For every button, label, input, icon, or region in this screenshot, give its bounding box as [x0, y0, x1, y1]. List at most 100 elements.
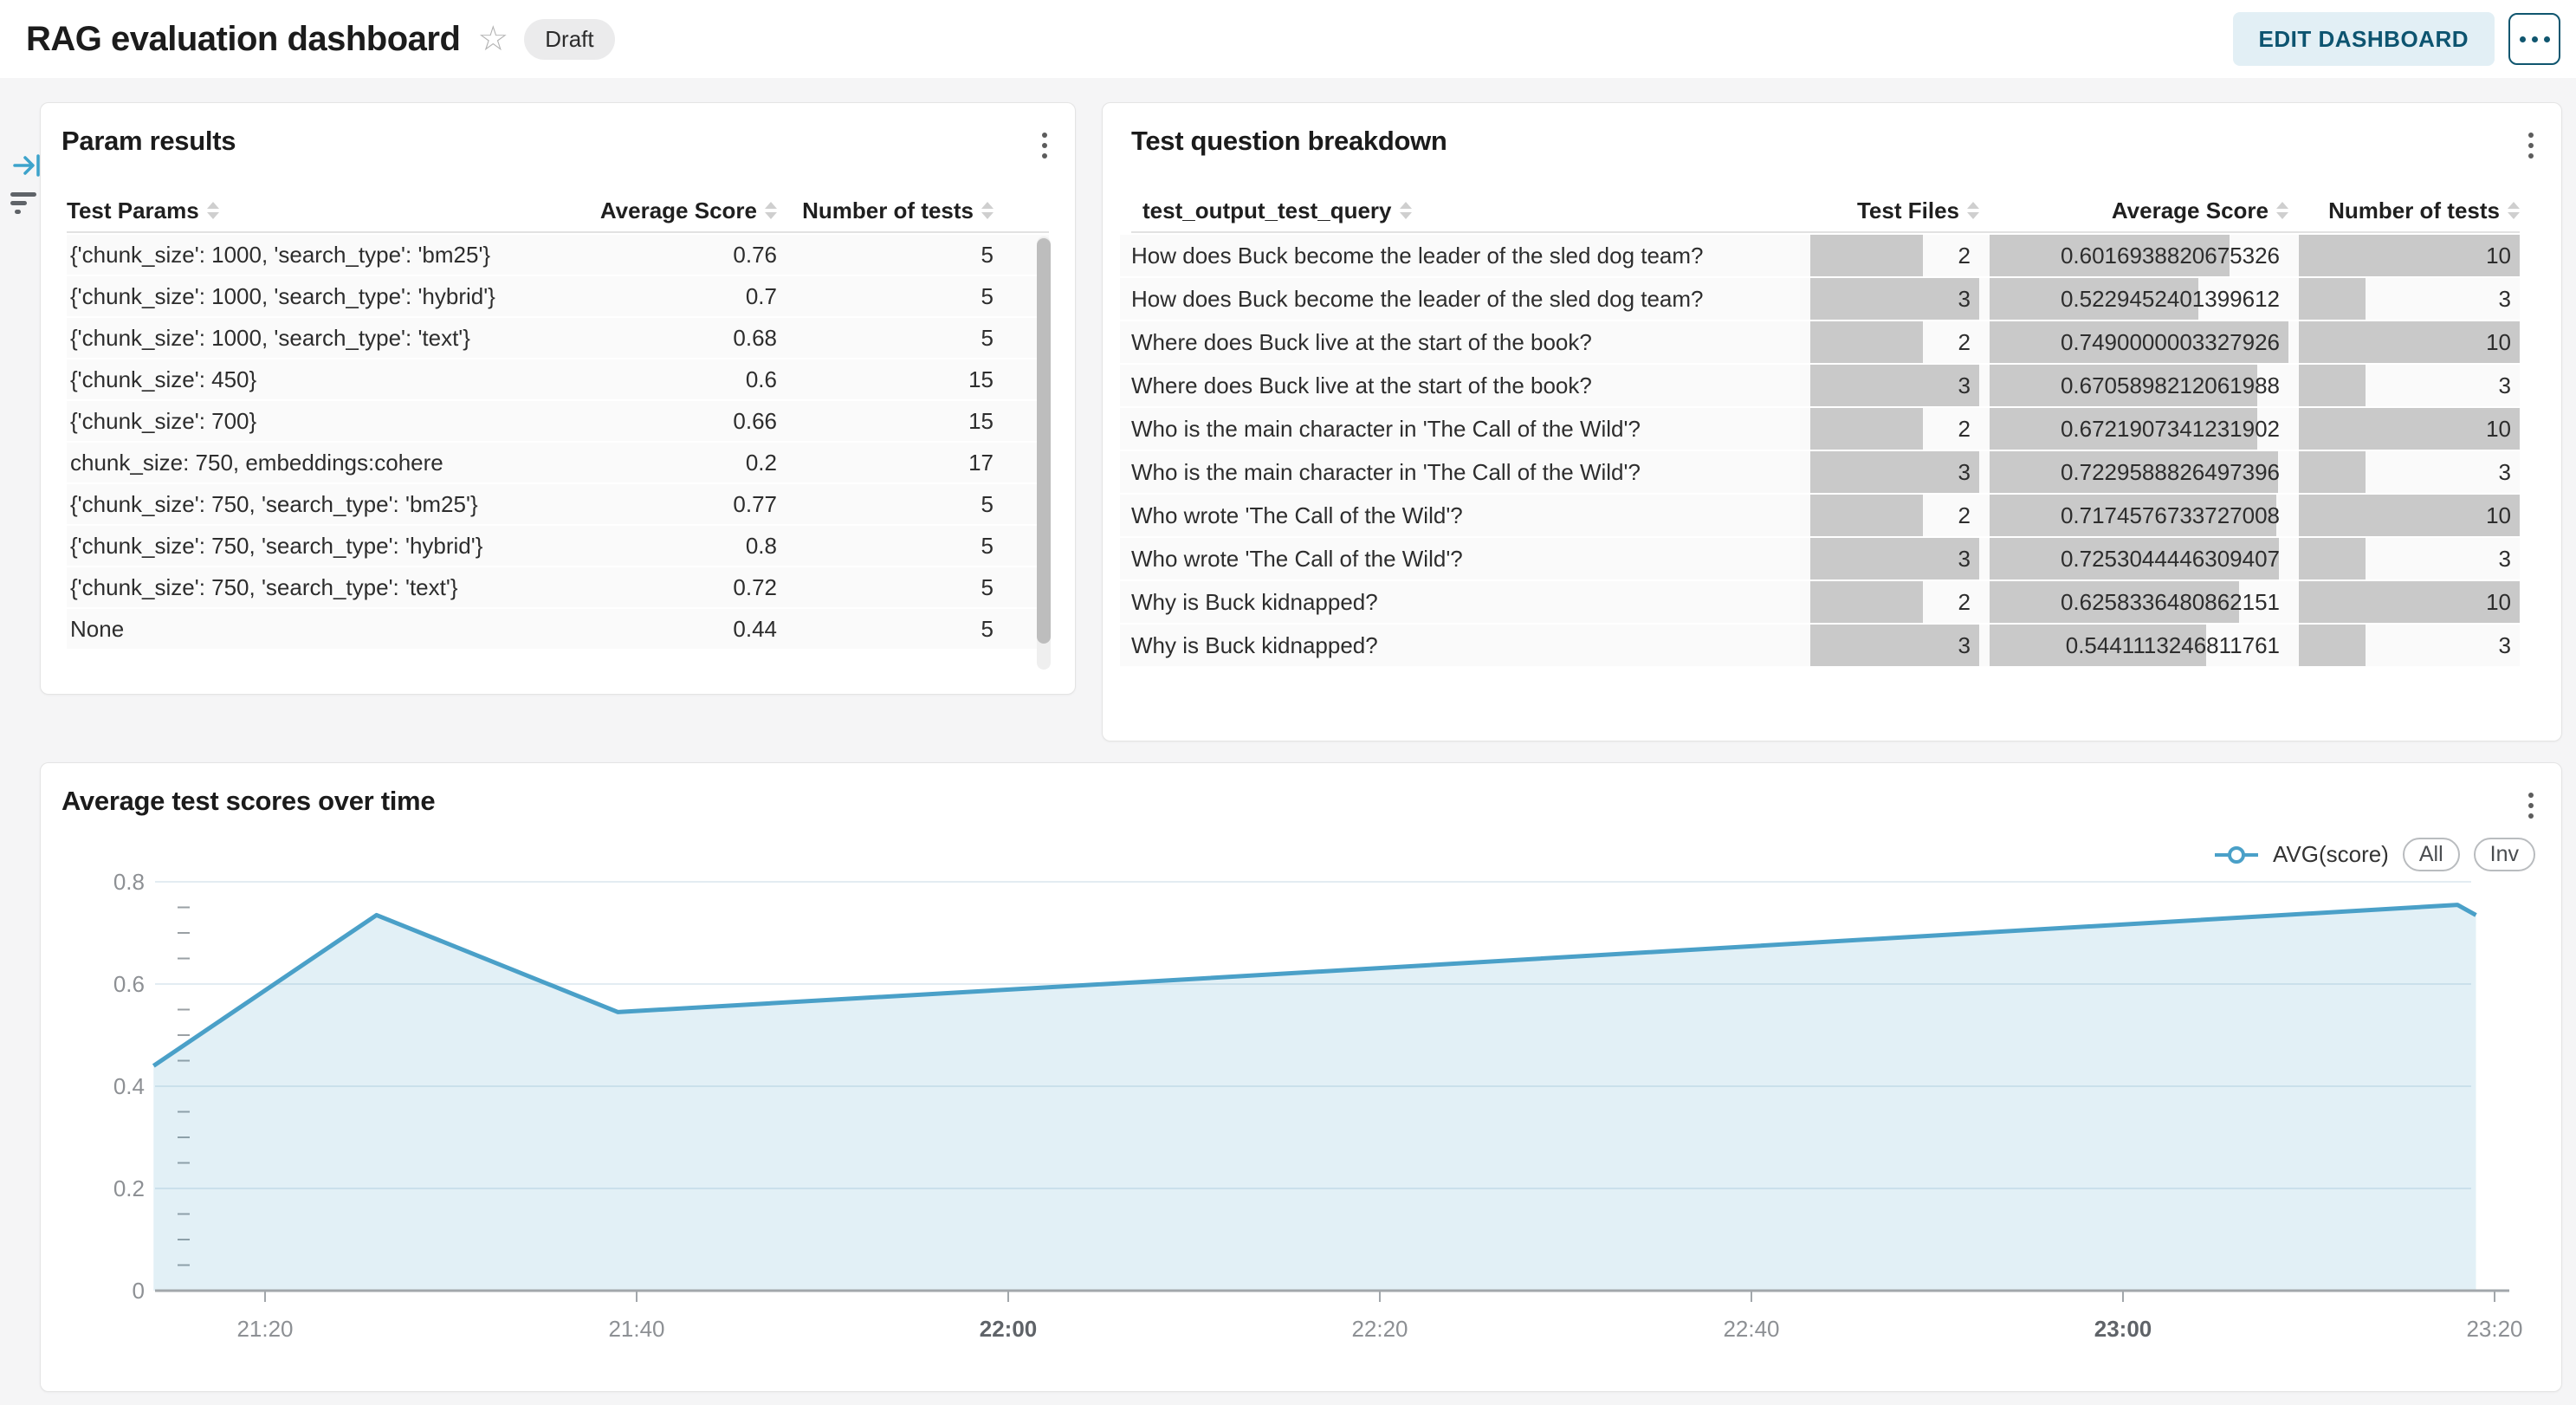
databar	[1810, 495, 1924, 536]
cell-average-score: 0.72	[733, 573, 777, 600]
table-row: How does Buck become the leader of the s…	[1120, 235, 2520, 278]
cell-number-of-tests: 10	[2299, 321, 2520, 363]
cell-test-params: chunk_size: 750, embeddings:cohere	[70, 449, 443, 476]
svg-text:21:40: 21:40	[608, 1316, 664, 1342]
column-header-test-query[interactable]: test_output_test_query	[1131, 197, 1800, 224]
databar	[1990, 278, 2198, 320]
sort-icon[interactable]	[2276, 202, 2288, 219]
cell-test-query: Who wrote 'The Call of the Wild'?	[1131, 502, 1463, 528]
collapse-panel-icon[interactable]	[10, 149, 43, 186]
svg-text:22:40: 22:40	[1723, 1316, 1779, 1342]
databar	[1990, 538, 2279, 579]
svg-text:21:20: 21:20	[236, 1316, 293, 1342]
svg-text:0.4: 0.4	[113, 1073, 145, 1099]
cell-number-of-tests: 3	[2299, 625, 2520, 666]
svg-text:0.8: 0.8	[113, 869, 145, 895]
more-options-button[interactable]	[2508, 13, 2560, 65]
column-header-test-params[interactable]: Test Params	[67, 197, 543, 224]
param-results-table-header: Test Params Average Score Number of test…	[67, 190, 1049, 233]
cell-test-params: {'chunk_size': 750, 'search_type': 'text…	[70, 573, 458, 600]
databar	[1810, 625, 1979, 666]
table-row: {'chunk_size': 750, 'search_type': 'hybr…	[67, 526, 1049, 567]
sort-icon[interactable]	[2508, 202, 2520, 219]
cell-average-score: 0.77	[733, 490, 777, 517]
cell-test-files: 2	[1810, 581, 1979, 623]
column-header-number-of-tests[interactable]: Number of tests	[2288, 197, 2520, 224]
legend-all-button[interactable]: All	[2402, 838, 2460, 871]
databar	[1810, 538, 1979, 579]
edit-dashboard-button[interactable]: EDIT DASHBOARD	[2232, 12, 2495, 66]
cell-average-score: 0.7229588826497396	[1990, 451, 2288, 493]
databar	[2299, 278, 2366, 320]
cell-test-params: {'chunk_size': 450}	[70, 366, 257, 392]
cell-number-of-tests: 5	[981, 615, 994, 642]
cell-test-query: Who wrote 'The Call of the Wild'?	[1131, 545, 1463, 572]
column-header-average-score[interactable]: Average Score	[543, 197, 777, 224]
favorite-star-icon[interactable]: ☆	[477, 20, 509, 58]
table-row: Who is the main character in 'The Call o…	[1120, 451, 2520, 495]
legend-inv-button[interactable]: Inv	[2473, 838, 2535, 871]
sort-icon[interactable]	[206, 202, 219, 219]
sort-icon[interactable]	[1967, 202, 1979, 219]
cell-test-query: Who is the main character in 'The Call o…	[1131, 415, 1641, 442]
sort-icon[interactable]	[765, 202, 777, 219]
cell-number-of-tests: 10	[2299, 581, 2520, 623]
column-header-average-score[interactable]: Average Score	[1979, 197, 2288, 224]
table-row: Who wrote 'The Call of the Wild'? 2 0.71…	[1120, 495, 2520, 538]
question-breakdown-menu-button[interactable]	[2523, 127, 2539, 164]
databar	[1810, 408, 1924, 450]
databar	[1810, 451, 1979, 493]
cell-number-of-tests: 15	[968, 407, 994, 434]
param-results-scrollbar[interactable]	[1037, 236, 1051, 670]
table-row: chunk_size: 750, embeddings:cohere 0.2 1…	[67, 443, 1049, 484]
databar	[2299, 451, 2366, 493]
cell-average-score: 0.6016938820675326	[1990, 235, 2288, 276]
cell-number-of-tests: 5	[981, 324, 994, 351]
cell-test-params: {'chunk_size': 750, 'search_type': 'bm25…	[70, 490, 478, 517]
cell-test-query: Why is Buck kidnapped?	[1131, 588, 1378, 615]
column-header-test-files[interactable]: Test Files	[1800, 197, 1979, 224]
status-badge: Draft	[524, 18, 615, 60]
cell-average-score: 0.5229452401399612	[1990, 278, 2288, 320]
table-row: {'chunk_size': 750, 'search_type': 'text…	[67, 567, 1049, 609]
databar	[2299, 538, 2366, 579]
cell-test-query: Where does Buck live at the start of the…	[1131, 372, 1592, 398]
table-row: {'chunk_size': 700} 0.66 15	[67, 401, 1049, 443]
cell-test-query: How does Buck become the leader of the s…	[1131, 285, 1704, 312]
databar	[2299, 581, 2520, 623]
databar	[2299, 495, 2520, 536]
cell-test-files: 2	[1810, 408, 1979, 450]
cell-number-of-tests: 10	[2299, 235, 2520, 276]
databar	[2299, 625, 2366, 666]
dot-icon	[2543, 36, 2550, 42]
databar	[1990, 495, 2276, 536]
databar	[1810, 235, 1924, 276]
scores-chart-card: Average test scores over time AVG(score)…	[40, 762, 2562, 1392]
sort-icon[interactable]	[1399, 202, 1412, 219]
chart-legend: AVG(score) All Inv	[2214, 838, 2535, 871]
svg-text:22:00: 22:00	[980, 1316, 1038, 1342]
sort-icon[interactable]	[981, 202, 994, 219]
scrollbar-thumb[interactable]	[1037, 238, 1051, 644]
cell-test-files: 3	[1810, 365, 1979, 406]
databar	[2299, 235, 2520, 276]
filter-list-icon[interactable]	[7, 185, 42, 224]
cell-average-score: 0.2	[745, 449, 777, 476]
cell-average-score: 0.6258336480862151	[1990, 581, 2288, 623]
svg-text:22:20: 22:20	[1351, 1316, 1408, 1342]
cell-average-score: 0.8	[745, 532, 777, 559]
cell-average-score: 0.5441113246811761	[1990, 625, 2288, 666]
table-row: None 0.44 5	[67, 609, 1049, 651]
cell-average-score: 0.6721907341231902	[1990, 408, 2288, 450]
databar	[2299, 365, 2366, 406]
column-header-number-of-tests[interactable]: Number of tests	[777, 197, 994, 224]
cell-test-files: 3	[1810, 625, 1979, 666]
table-row: {'chunk_size': 1000, 'search_type': 'bm2…	[67, 235, 1049, 276]
cell-number-of-tests: 3	[2299, 538, 2520, 579]
scores-line-chart[interactable]: 0.8 0.6 0.4 0.2 0 21:20 21:40 22:00 22:20 22:40 23…	[41, 867, 2563, 1387]
chart-menu-button[interactable]	[2523, 787, 2539, 824]
param-results-menu-button[interactable]	[1037, 127, 1052, 164]
table-row: {'chunk_size': 1000, 'search_type': 'hyb…	[67, 276, 1049, 318]
table-row: Who is the main character in 'The Call o…	[1120, 408, 2520, 451]
cell-test-files: 2	[1810, 321, 1979, 363]
